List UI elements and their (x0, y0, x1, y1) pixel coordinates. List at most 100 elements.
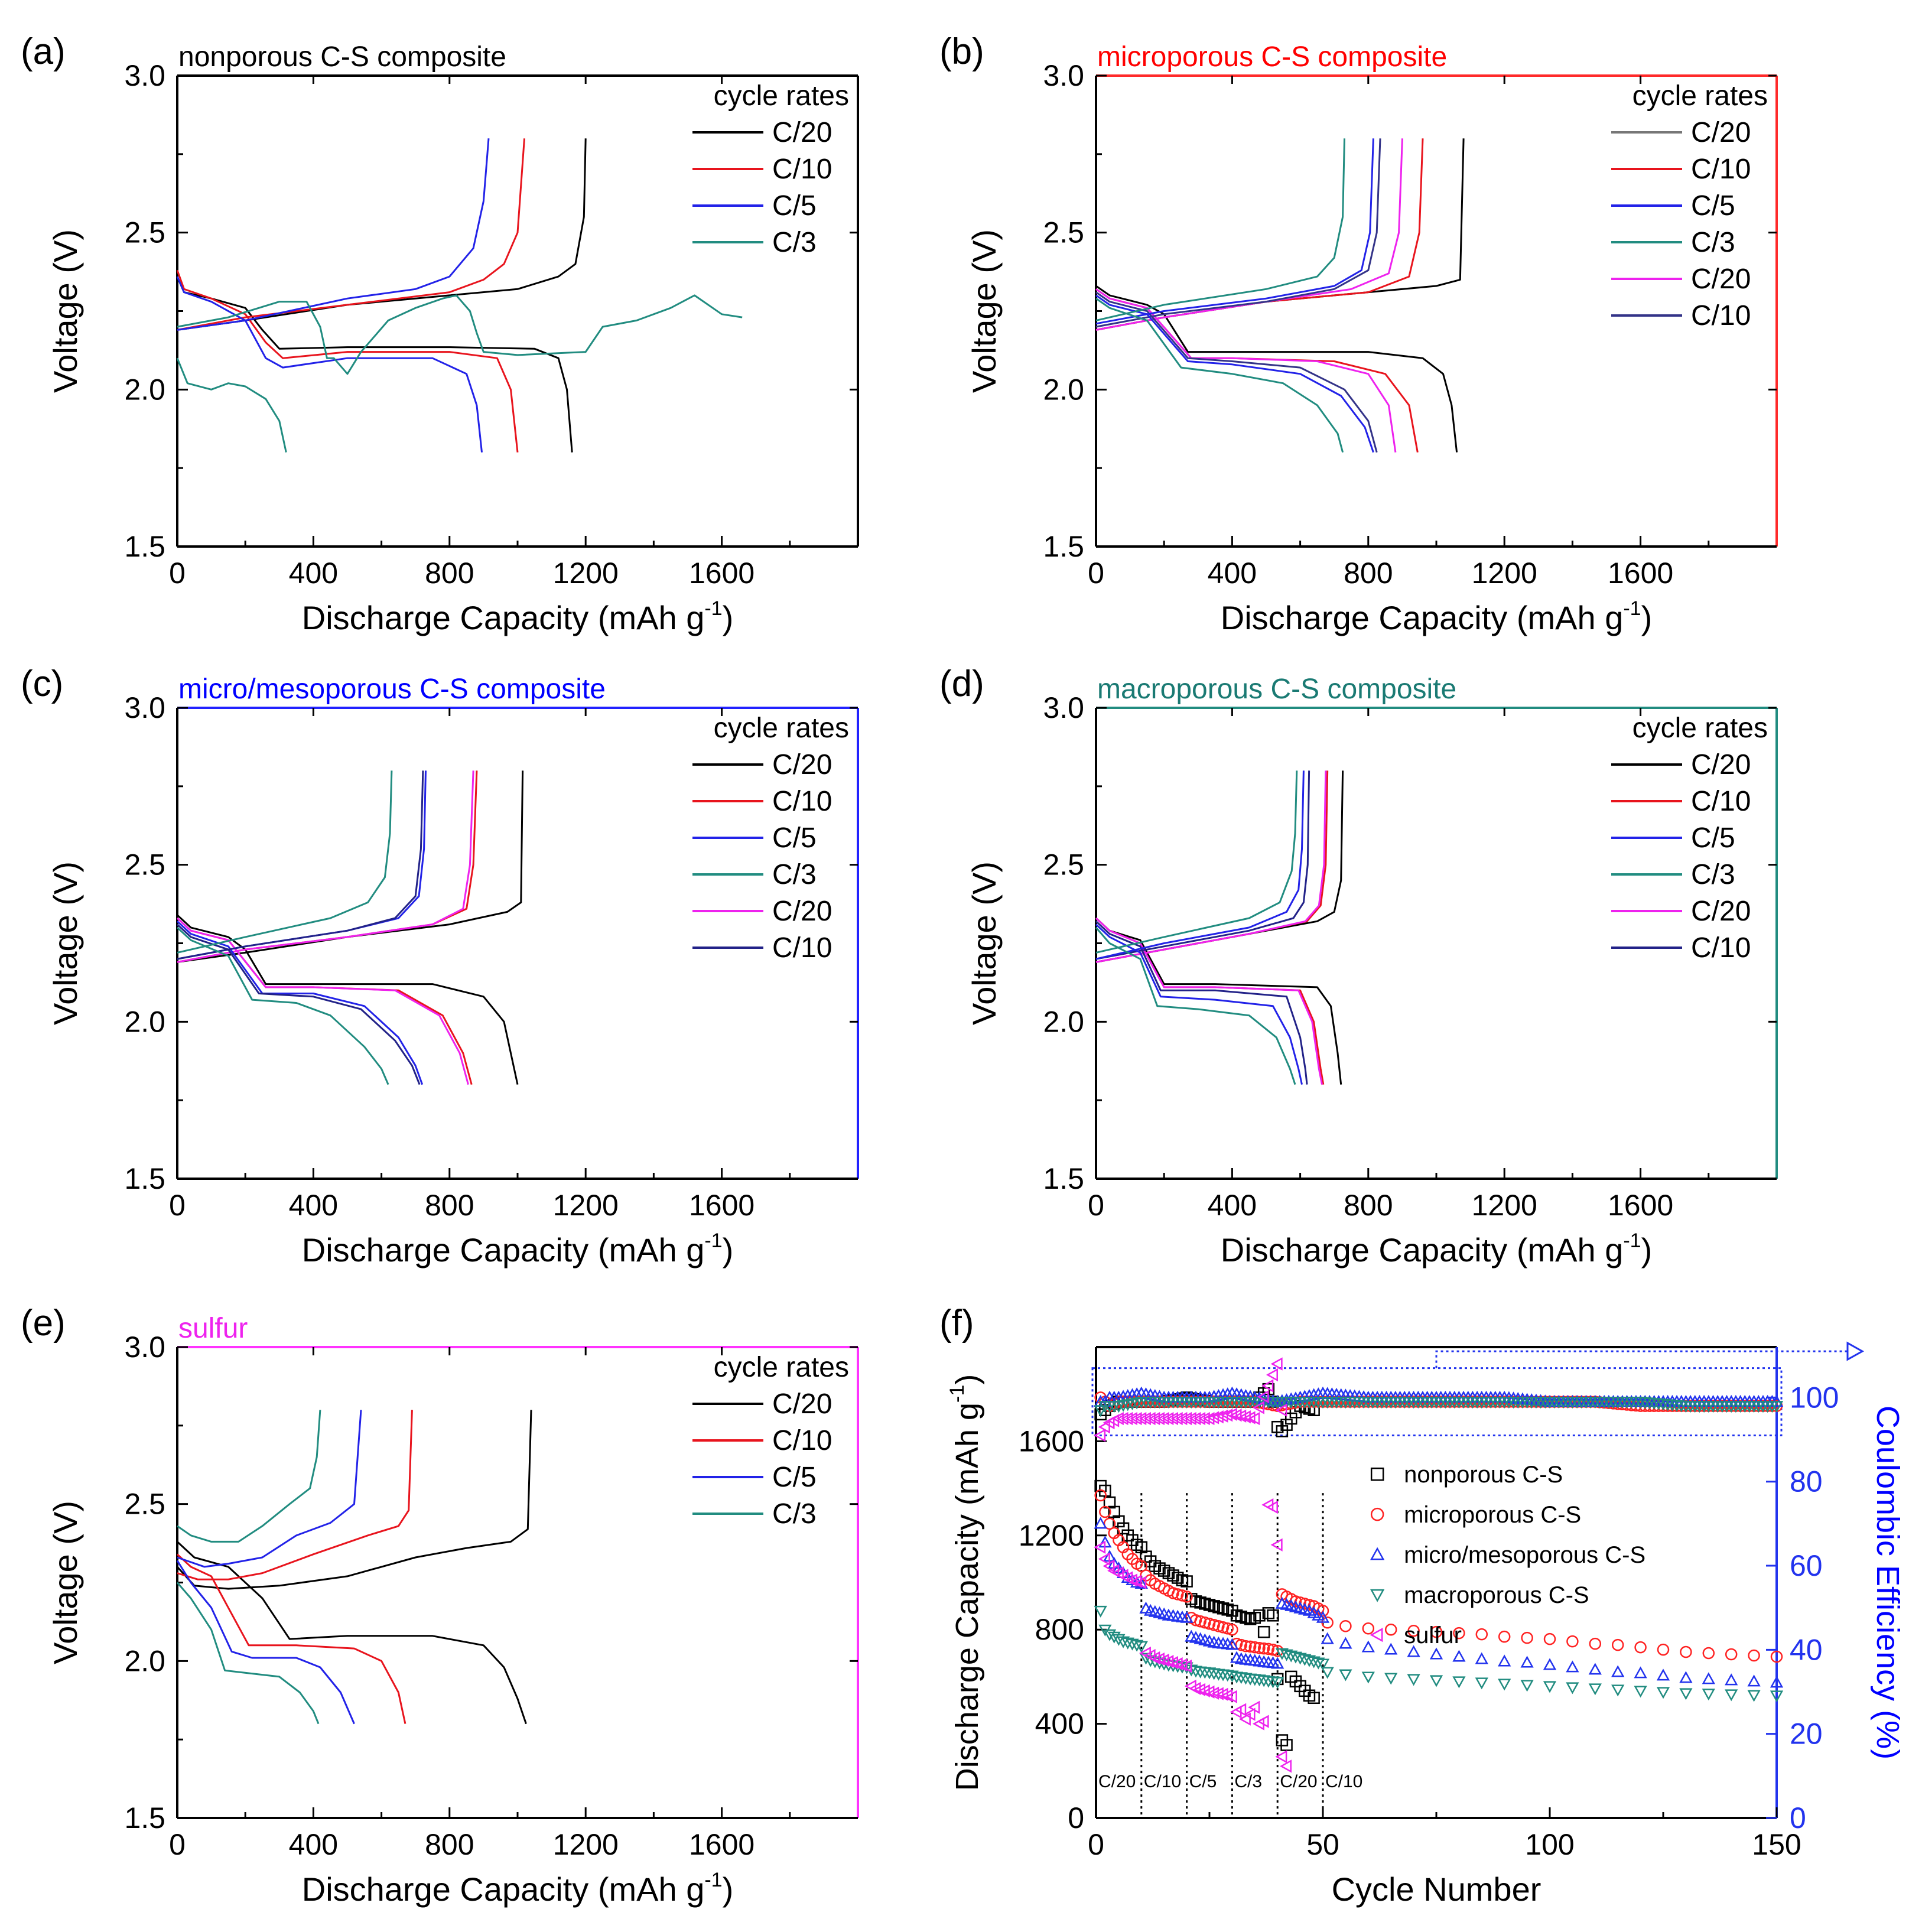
y-axis-label-end: ) (949, 1374, 985, 1385)
data-point (1543, 1658, 1557, 1670)
y-tick-label: 3.0 (1043, 691, 1084, 724)
y-tick-label: 2.5 (124, 848, 165, 882)
curve-discharge-C-5 (176, 1560, 355, 1725)
data-point (1253, 1642, 1266, 1654)
data-point (1307, 1656, 1321, 1668)
data-point (1262, 1642, 1275, 1655)
curve-charge-C-20 (177, 138, 587, 331)
data-point (1280, 1419, 1293, 1431)
data-point (1271, 1657, 1284, 1669)
legend-label: C/20 (1691, 896, 1751, 927)
data-point (1130, 1640, 1144, 1652)
data-point (1361, 1671, 1375, 1684)
data-point (1121, 1637, 1134, 1650)
x-tick-label: 0 (169, 557, 186, 590)
data-point (1303, 1689, 1316, 1702)
data-point (1611, 1665, 1625, 1677)
panel-title: macroporous C-S composite (1097, 674, 1456, 705)
legend-label: C/20 (1691, 749, 1751, 780)
data-point (1370, 1628, 1383, 1642)
data-point (1361, 1640, 1375, 1653)
data-point (1108, 1505, 1120, 1518)
data-point (1094, 1605, 1107, 1618)
x-axis-label: Discharge Capacity (mAh g-1) (302, 1869, 734, 1908)
y-tick-label: 800 (1035, 1613, 1084, 1646)
data-point (1226, 1623, 1238, 1636)
x-axis-label: Discharge Capacity (mAh g-1) (302, 597, 734, 636)
data-point (1725, 1648, 1738, 1661)
curve-charge-C-20 (176, 1410, 532, 1590)
data-point (1221, 1689, 1233, 1702)
legend-label: microporous C-S (1404, 1502, 1581, 1528)
data-point (1180, 1659, 1192, 1673)
panel-label: (b) (939, 31, 984, 72)
curve-discharge-C-5 (1095, 923, 1303, 1085)
x-tick-label: 150 (1752, 1828, 1801, 1861)
data-point (1634, 1686, 1647, 1698)
data-point (1103, 1559, 1115, 1573)
data-point (1520, 1655, 1534, 1668)
x-axis-label: Discharge Capacity (mAh g-1) (302, 1230, 734, 1269)
data-point (1267, 1609, 1279, 1622)
panel-title: microporous C-S composite (1097, 41, 1447, 73)
y-axis-label: Voltage (V) (965, 229, 1003, 393)
data-point (1588, 1683, 1602, 1696)
data-point (1194, 1615, 1206, 1628)
legend-label: C/3 (772, 1498, 817, 1530)
data-point (1175, 1658, 1188, 1672)
data-point (1244, 1613, 1257, 1625)
x-tick-label: 400 (289, 1189, 338, 1222)
x-tick-label: 800 (1344, 1189, 1393, 1222)
data-point (1113, 1515, 1125, 1528)
y-tick-label: 2.5 (124, 216, 165, 249)
y-tick-label: 1.5 (124, 1801, 165, 1835)
data-point (1107, 1631, 1121, 1644)
data-point (1498, 1630, 1511, 1643)
series-sulfur (1094, 1357, 1292, 1773)
data-point (1130, 1539, 1143, 1551)
panel-title: nonporous C-S composite (178, 41, 506, 73)
data-point (1211, 1410, 1224, 1424)
data-point (1216, 1409, 1228, 1423)
data-point (1339, 1637, 1352, 1649)
data-point (1657, 1643, 1670, 1656)
data-point (1589, 1637, 1602, 1650)
data-point (1167, 1587, 1179, 1599)
data-point (1634, 1641, 1647, 1654)
y-axis-label: Discharge Capacity (mAh g-1) (946, 1374, 985, 1791)
data-point (1452, 1676, 1466, 1689)
data-point (1275, 1394, 1289, 1406)
x-tick-label: 1600 (1608, 557, 1673, 590)
rate-label: C/20 (1280, 1772, 1317, 1791)
data-point (1202, 1411, 1215, 1426)
data-point (1498, 1654, 1511, 1667)
y2-tick-label: 20 (1790, 1718, 1823, 1751)
data-point (1094, 1429, 1106, 1442)
y2-tick-label: 100 (1790, 1381, 1839, 1414)
data-point (1276, 1425, 1289, 1437)
data-point (1298, 1390, 1312, 1402)
data-point (1284, 1412, 1297, 1425)
y-tick-label: 1.5 (124, 1162, 165, 1195)
legend-label: sulfur (1404, 1622, 1462, 1648)
data-point (1194, 1596, 1206, 1609)
rate-label: C/3 (1234, 1772, 1262, 1791)
data-point (1225, 1638, 1239, 1650)
data-point (1211, 1687, 1224, 1700)
data-point (1235, 1611, 1248, 1623)
data-point (1103, 1629, 1117, 1641)
data-point (1656, 1668, 1670, 1681)
data-point (1207, 1390, 1221, 1402)
data-point (1243, 1707, 1256, 1721)
data-point (1271, 1677, 1284, 1689)
x-tick-label: 0 (169, 1189, 186, 1222)
panel-title: sulfur (178, 1313, 248, 1344)
panel-0: (a) nonporous C-S composite 0 400 800 1200 160… (21, 31, 859, 636)
legend-title: cycle rates (714, 80, 849, 112)
x-axis-label-end: ) (723, 599, 734, 636)
data-point (1207, 1411, 1219, 1424)
efficiency-box (1091, 1367, 1783, 1436)
data-point (1770, 1401, 1784, 1413)
data-point (1257, 1642, 1270, 1655)
data-point (1275, 1648, 1289, 1660)
